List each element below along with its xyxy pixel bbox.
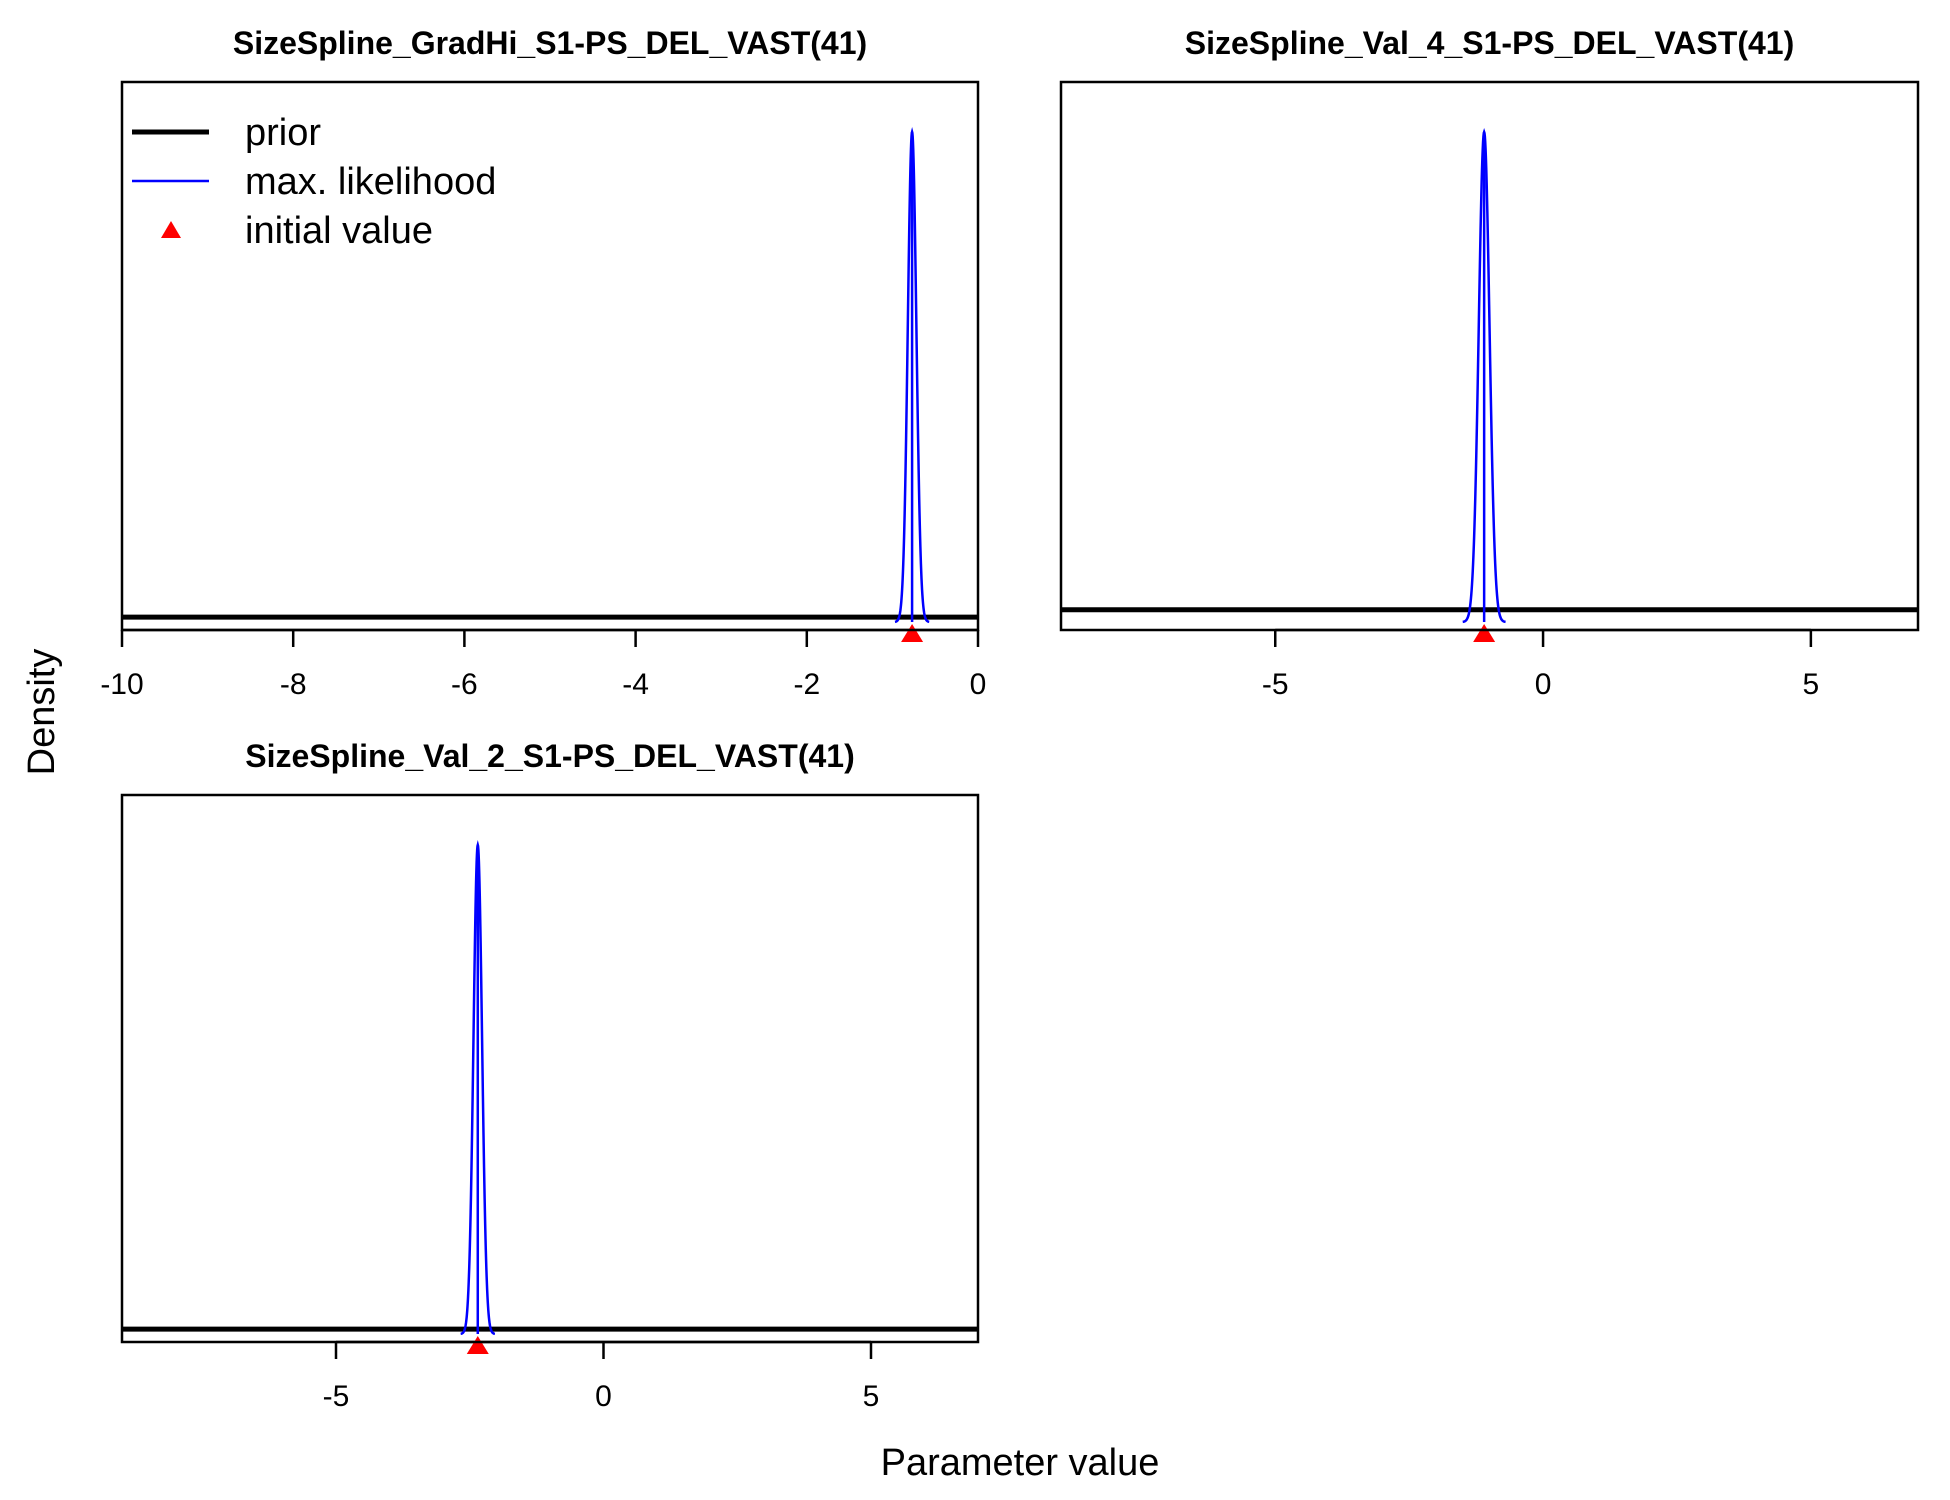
x-tick-label: -2 — [793, 668, 820, 701]
x-tick-label: -6 — [451, 668, 478, 701]
x-tick-label: 5 — [1803, 668, 1820, 701]
x-tick-label: -5 — [1262, 668, 1289, 701]
initial-value-marker — [901, 624, 924, 642]
panel-3: SizeSpline_Val_2_S1-PS_DEL_VAST(41) -5 0 5 — [120, 738, 980, 1413]
plot-frame — [120, 793, 980, 1344]
legend-initial-swatch — [161, 221, 181, 238]
x-tick-label: -10 — [100, 668, 143, 701]
x-tick-label: 5 — [863, 1380, 880, 1413]
initial-value-marker — [466, 1336, 489, 1354]
panel-title: SizeSpline_GradHi_S1-PS_DEL_VAST(41) — [233, 25, 867, 61]
legend-label: prior — [245, 112, 321, 154]
initial-value-marker — [1473, 624, 1496, 642]
panel-1: SizeSpline_GradHi_S1-PS_DEL_VAST(41) -10 -… — [100, 25, 986, 701]
panel-2: SizeSpline_Val_4_S1-PS_DEL_VAST(41) -5 0 5 — [1059, 25, 1920, 701]
x-tick-label: 0 — [970, 668, 987, 701]
x-tick-label: 0 — [1535, 668, 1552, 701]
x-tick-label: -8 — [280, 668, 307, 701]
x-tick-label: -5 — [323, 1380, 350, 1413]
panel-title: SizeSpline_Val_2_S1-PS_DEL_VAST(41) — [245, 738, 854, 774]
legend: prior max. likelihood initial value — [132, 112, 496, 252]
legend-label: initial value — [245, 210, 433, 252]
x-tick-label: -4 — [622, 668, 649, 701]
panel-title: SizeSpline_Val_4_S1-PS_DEL_VAST(41) — [1185, 25, 1794, 61]
x-axis-label: Parameter value — [881, 1442, 1160, 1484]
legend-label: max. likelihood — [245, 161, 496, 203]
x-tick-label: 0 — [595, 1380, 612, 1413]
y-axis-label: Density — [21, 649, 63, 776]
